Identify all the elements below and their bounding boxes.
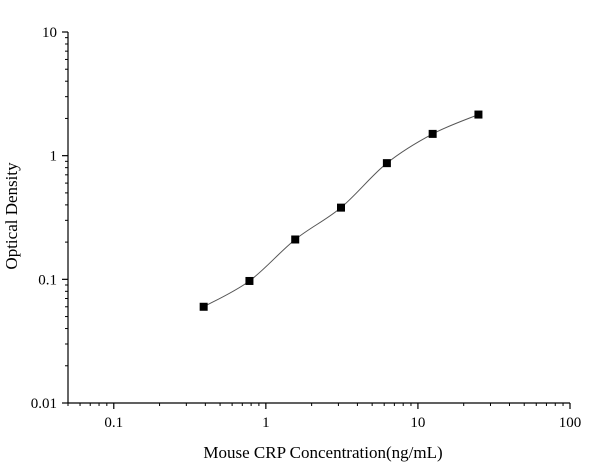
plot-area: 0.1 1 10 100 0.01 0.1 1 10 (31, 25, 582, 431)
data-point-marker (428, 129, 437, 138)
y-ticks: 0.01 0.1 1 10 (31, 25, 68, 412)
y-tick-label: 1 (50, 149, 58, 165)
data-point-marker (245, 276, 254, 285)
data-point-marker (199, 302, 208, 311)
x-tick-label: 1 (262, 415, 270, 431)
data-point-marker (382, 159, 391, 168)
data-point-marker (337, 203, 346, 212)
data-points (199, 110, 483, 311)
x-axis-title: Mouse CRP Concentration(ng/mL) (203, 443, 442, 462)
data-point-marker (474, 110, 483, 119)
y-tick-label: 0.1 (38, 272, 57, 288)
x-ticks: 0.1 1 10 100 (67, 403, 582, 431)
x-tick-label: 100 (559, 415, 582, 431)
x-tick-label: 10 (410, 415, 425, 431)
data-point-marker (291, 235, 300, 244)
y-tick-label: 10 (42, 25, 57, 41)
x-tick-label: 0.1 (104, 415, 123, 431)
y-tick-label: 0.01 (31, 396, 57, 412)
y-axis-title: Optical Density (2, 162, 21, 270)
